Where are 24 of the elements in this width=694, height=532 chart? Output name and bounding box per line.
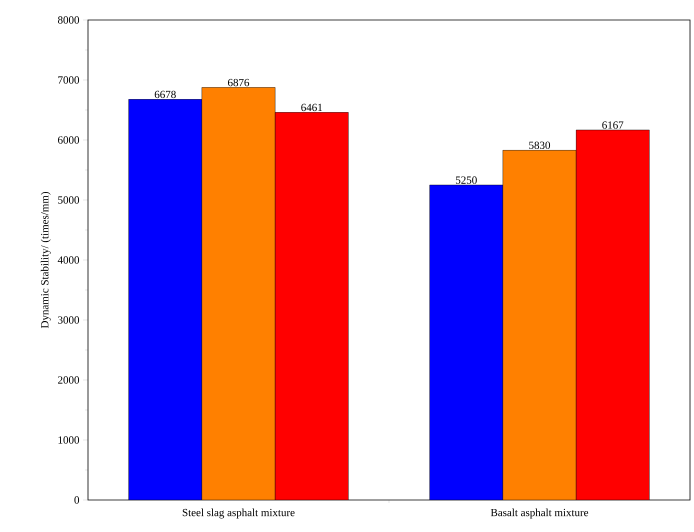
bar	[502, 150, 576, 500]
bar	[429, 184, 504, 500]
bar	[202, 87, 276, 500]
y-tick-label: 3000	[58, 316, 80, 324]
y-tick-label: 2000	[58, 376, 80, 384]
y-tick-label: 0	[74, 496, 80, 504]
y-axis-title: Dynamic Stability/ (times/mm)	[40, 192, 51, 328]
data-label: 6461	[301, 104, 322, 112]
y-tick-label: 1000	[58, 436, 80, 444]
y-tick-label: 8000	[58, 16, 80, 24]
y-tick-label: 4000	[58, 256, 80, 264]
bar	[576, 130, 650, 500]
data-label: 6167	[602, 121, 624, 129]
y-tick-label: 5000	[58, 196, 80, 204]
x-tick-label: Steel slag asphalt mixture	[182, 508, 295, 518]
data-label: 6876	[228, 78, 250, 86]
data-label: 5830	[529, 142, 550, 149]
y-tick-label: 7000	[58, 76, 80, 84]
bar	[274, 112, 349, 500]
y-tick-label: 6000	[58, 136, 80, 144]
x-tick-label: Basalt asphalt mixture	[490, 508, 588, 518]
data-label: 5250	[456, 176, 477, 184]
bar	[128, 99, 202, 500]
data-label: 6678	[154, 90, 176, 98]
